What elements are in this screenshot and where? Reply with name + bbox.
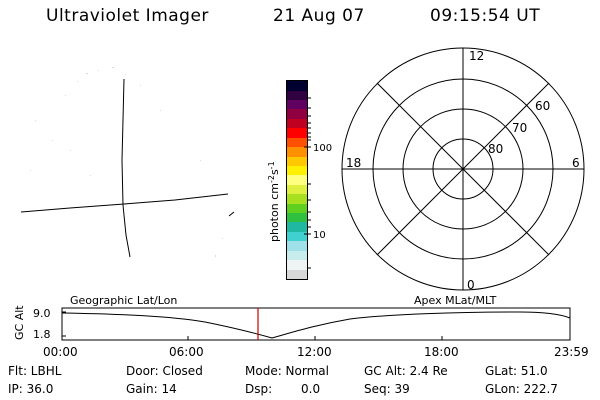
lat-label-80: 80	[488, 142, 503, 156]
mlt-label-6: 6	[572, 156, 580, 170]
dsp-value: 0.0	[301, 382, 321, 396]
orbit-timeline: GC Alt 9.0 1.8 Geographic Lat/Lon Apex M…	[13, 294, 589, 359]
colorbar-cell	[287, 99, 307, 110]
colorbar-cell	[287, 165, 307, 176]
colorbar-cell	[287, 137, 307, 148]
filter-info: Flt: LBHL	[8, 364, 62, 378]
parallel-line	[20, 193, 229, 213]
svg-text:photon cm-2s-1: photon cm-2s-1	[267, 161, 281, 242]
colorbar-cell	[287, 241, 307, 251]
mlt-label-12: 12	[469, 49, 484, 63]
timeline-ylabel: GC Alt	[13, 305, 26, 340]
colorbar-cell	[287, 250, 307, 261]
altitude-curve	[61, 311, 571, 339]
xtick-0000: 00:00	[43, 345, 78, 359]
colorbar-cell	[287, 260, 307, 270]
colorbar-cell	[287, 213, 307, 223]
meridian-line	[121, 78, 131, 258]
time-label: 09:15:54 UT	[430, 6, 541, 26]
mode-info: Mode: Normal	[245, 364, 329, 378]
gc-alt-info: GC Alt: 2.4 Re	[364, 364, 448, 378]
ip-info: IP: 36.0	[8, 382, 54, 396]
gain-info: Gain: 14	[126, 382, 177, 396]
colorbar-cell	[287, 184, 307, 195]
timeline-frame	[61, 307, 571, 341]
colorbar-tick-100: 100	[313, 143, 332, 154]
colorbar-cell	[287, 109, 307, 119]
lat-label-60: 60	[535, 99, 550, 113]
dsp-label: Dsp:	[245, 382, 273, 396]
seq-info: Seq: 39	[364, 382, 410, 396]
colorbar-cell	[287, 175, 307, 185]
mlt-label-0: 0	[467, 278, 475, 292]
colorbar-cell	[287, 147, 307, 157]
colorbar-unit-label: photon cm-2s-1	[267, 161, 281, 242]
glat-info: GLat: 51.0	[485, 364, 548, 378]
colorbar-cell	[287, 203, 307, 214]
ytick-top: 9.0	[33, 307, 51, 320]
colorbar-cell	[287, 194, 307, 204]
colorbar-cell	[287, 231, 307, 242]
apex-coords-label: Apex MLat/MLT	[414, 294, 497, 307]
unit-exp-1: -2	[267, 175, 276, 183]
unit-mid: s	[268, 169, 281, 175]
colorbar-cell	[287, 222, 307, 232]
colorbar-axis: 100 10 photon cm-2s-1	[267, 97, 332, 269]
instrument-title: Ultraviolet Imager	[46, 6, 209, 26]
lat-label-70: 70	[512, 121, 527, 135]
mlt-label-18: 18	[346, 156, 361, 170]
colorbar-tick-10: 10	[313, 230, 326, 241]
colorbar-cell	[287, 128, 307, 138]
polar-plot: 12 18 6 0 60 70 80	[341, 47, 585, 292]
diag-line-2	[376, 82, 550, 256]
unit-base: photon cm	[268, 183, 281, 242]
xtick-1200: 12:00	[297, 345, 332, 359]
colorbar	[286, 80, 308, 280]
glon-info: GLon: 222.7	[485, 382, 558, 396]
colorbar-cell	[287, 269, 307, 279]
xtick-0600: 06:00	[169, 345, 204, 359]
ytick-bottom: 1.8	[33, 328, 51, 341]
xtick-2359: 23:59	[554, 345, 589, 359]
speckle-noise	[30, 67, 223, 257]
timeline-xticks: 00:00 06:00 12:00 18:00 23:59	[43, 345, 589, 359]
colorbar-cell	[287, 90, 307, 100]
colorbar-cell	[287, 156, 307, 166]
colorbar-cell	[287, 81, 307, 91]
door-info: Door: Closed	[126, 364, 203, 378]
colorbar-cell	[287, 118, 307, 129]
xtick-1800: 18:00	[424, 345, 459, 359]
unit-exp-2: -1	[267, 161, 276, 169]
geo-coords-label: Geographic Lat/Lon	[70, 294, 177, 307]
edge-segment	[228, 211, 235, 217]
date-label: 21 Aug 07	[273, 6, 365, 26]
